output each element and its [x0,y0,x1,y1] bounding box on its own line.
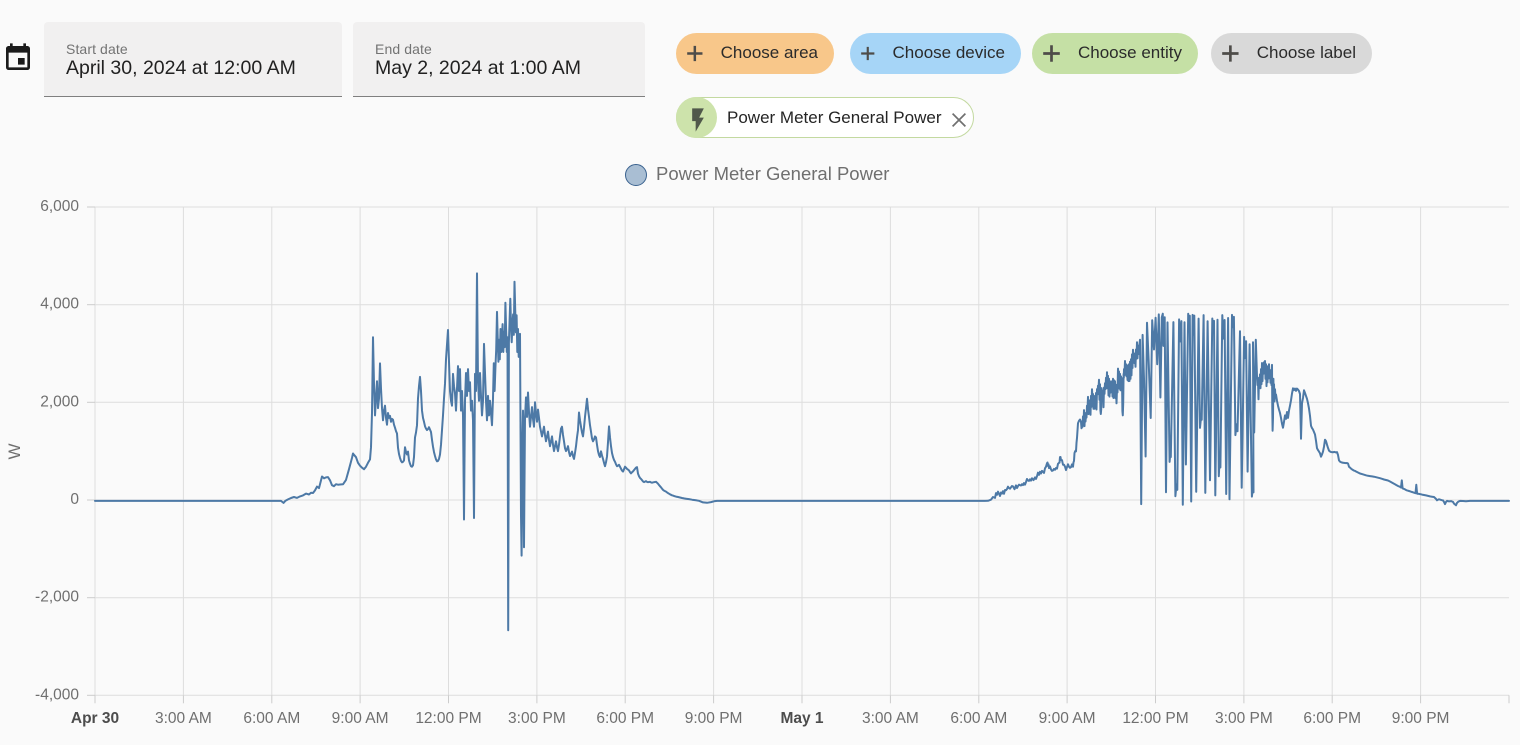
svg-text:3:00 PM: 3:00 PM [1215,710,1273,727]
svg-text:6:00 AM: 6:00 AM [243,710,300,727]
svg-text:6:00 PM: 6:00 PM [1303,710,1361,727]
svg-text:3:00 AM: 3:00 AM [862,710,919,727]
svg-text:6:00 PM: 6:00 PM [596,710,654,727]
svg-text:12:00 PM: 12:00 PM [1122,710,1188,727]
svg-text:4,000: 4,000 [40,296,79,313]
svg-text:0: 0 [70,491,79,508]
svg-text:3:00 PM: 3:00 PM [508,710,566,727]
svg-text:-2,000: -2,000 [35,589,79,606]
svg-text:9:00 AM: 9:00 AM [332,710,389,727]
svg-text:-4,000: -4,000 [35,686,79,703]
svg-text:9:00 PM: 9:00 PM [685,710,743,727]
svg-text:2,000: 2,000 [40,393,79,410]
svg-text:9:00 PM: 9:00 PM [1392,710,1450,727]
svg-text:May 1: May 1 [780,710,823,727]
svg-text:9:00 AM: 9:00 AM [1039,710,1096,727]
svg-text:6,000: 6,000 [40,198,79,215]
svg-text:12:00 PM: 12:00 PM [415,710,481,727]
svg-text:6:00 AM: 6:00 AM [950,710,1007,727]
svg-text:3:00 AM: 3:00 AM [155,710,212,727]
svg-text:Apr 30: Apr 30 [71,710,119,727]
svg-text:W: W [5,443,24,459]
